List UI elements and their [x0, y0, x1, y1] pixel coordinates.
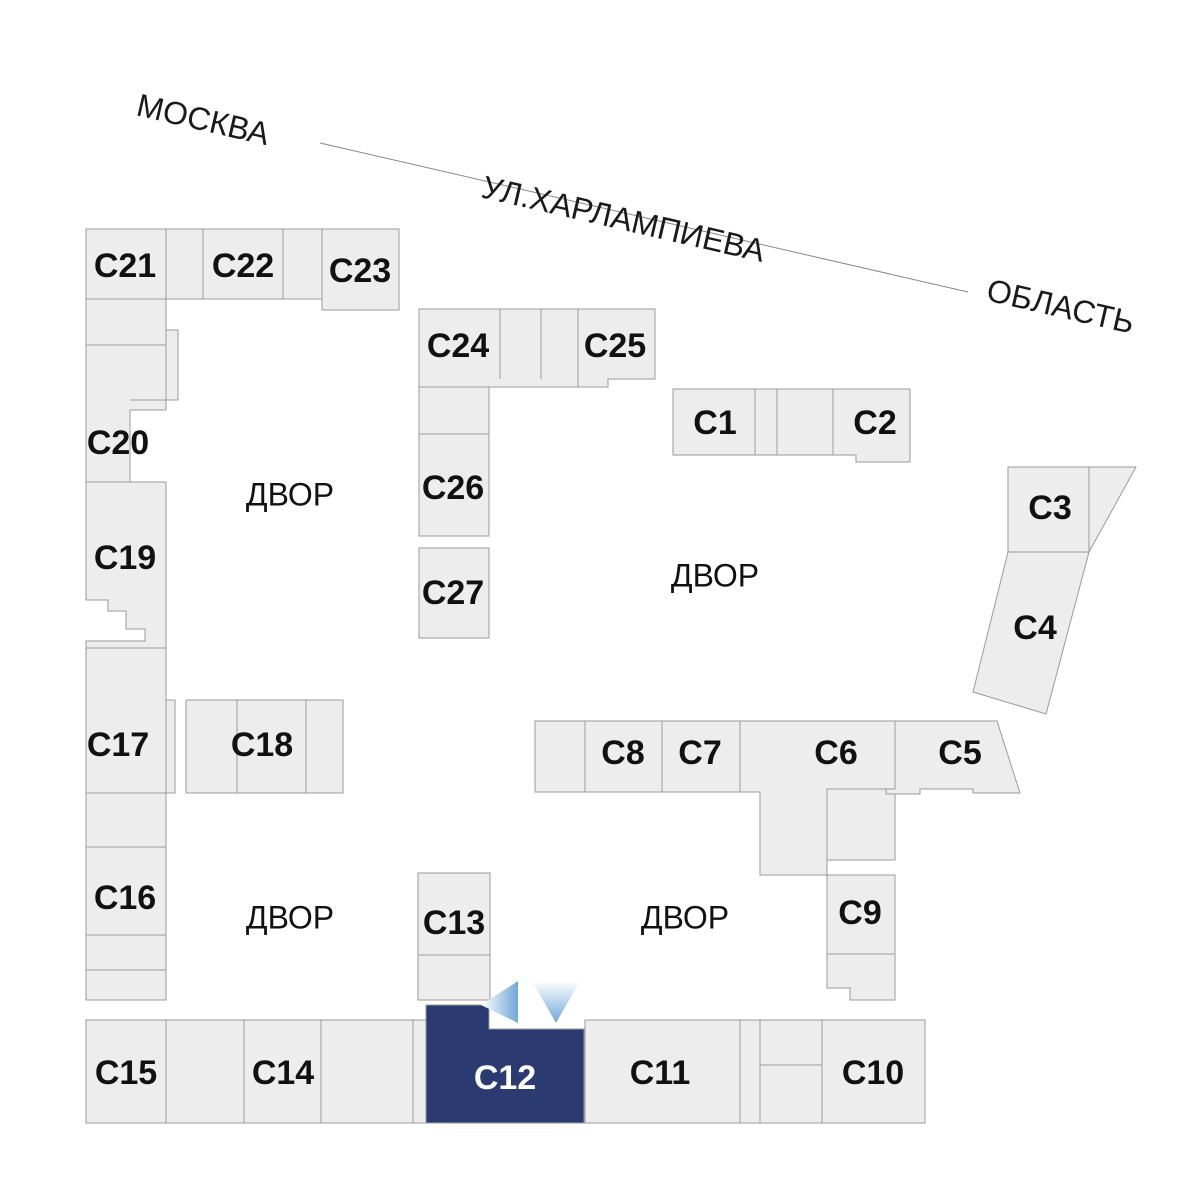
svg-text:C13: C13	[423, 904, 485, 942]
svg-text:C7: C7	[678, 734, 721, 772]
svg-text:C2: C2	[853, 404, 896, 442]
svg-text:C25: C25	[584, 327, 646, 365]
svg-text:C27: C27	[422, 574, 484, 612]
svg-text:ДВОР: ДВОР	[246, 476, 334, 512]
svg-text:C21: C21	[94, 247, 156, 285]
svg-text:C10: C10	[842, 1054, 904, 1092]
svg-text:C8: C8	[601, 734, 644, 772]
svg-text:C19: C19	[94, 539, 156, 577]
svg-text:МОСКВА: МОСКВА	[133, 87, 273, 153]
svg-text:ОБЛАСТЬ: ОБЛАСТЬ	[983, 272, 1137, 341]
svg-text:C1: C1	[693, 404, 736, 442]
svg-text:C12: C12	[474, 1059, 536, 1097]
svg-text:C20: C20	[87, 424, 149, 462]
svg-text:C3: C3	[1028, 489, 1071, 527]
svg-text:C6: C6	[814, 734, 857, 772]
svg-text:C24: C24	[427, 327, 489, 365]
svg-text:C15: C15	[95, 1054, 157, 1092]
svg-text:C4: C4	[1013, 609, 1057, 647]
svg-text:C14: C14	[252, 1054, 314, 1092]
svg-text:ДВОР: ДВОР	[671, 557, 759, 593]
svg-text:ДВОР: ДВОР	[246, 899, 334, 935]
svg-text:C11: C11	[630, 1054, 691, 1092]
svg-text:C17: C17	[87, 726, 149, 764]
svg-text:C22: C22	[212, 247, 274, 285]
svg-text:C26: C26	[422, 469, 484, 507]
svg-text:C18: C18	[231, 726, 293, 764]
svg-text:C5: C5	[938, 734, 981, 772]
svg-text:ДВОР: ДВОР	[641, 899, 729, 935]
svg-text:C9: C9	[838, 894, 881, 932]
svg-text:C23: C23	[329, 252, 391, 290]
svg-text:УЛ.ХАРЛАМПИЕВА: УЛ.ХАРЛАМПИЕВА	[478, 169, 769, 269]
svg-text:C16: C16	[94, 879, 156, 917]
